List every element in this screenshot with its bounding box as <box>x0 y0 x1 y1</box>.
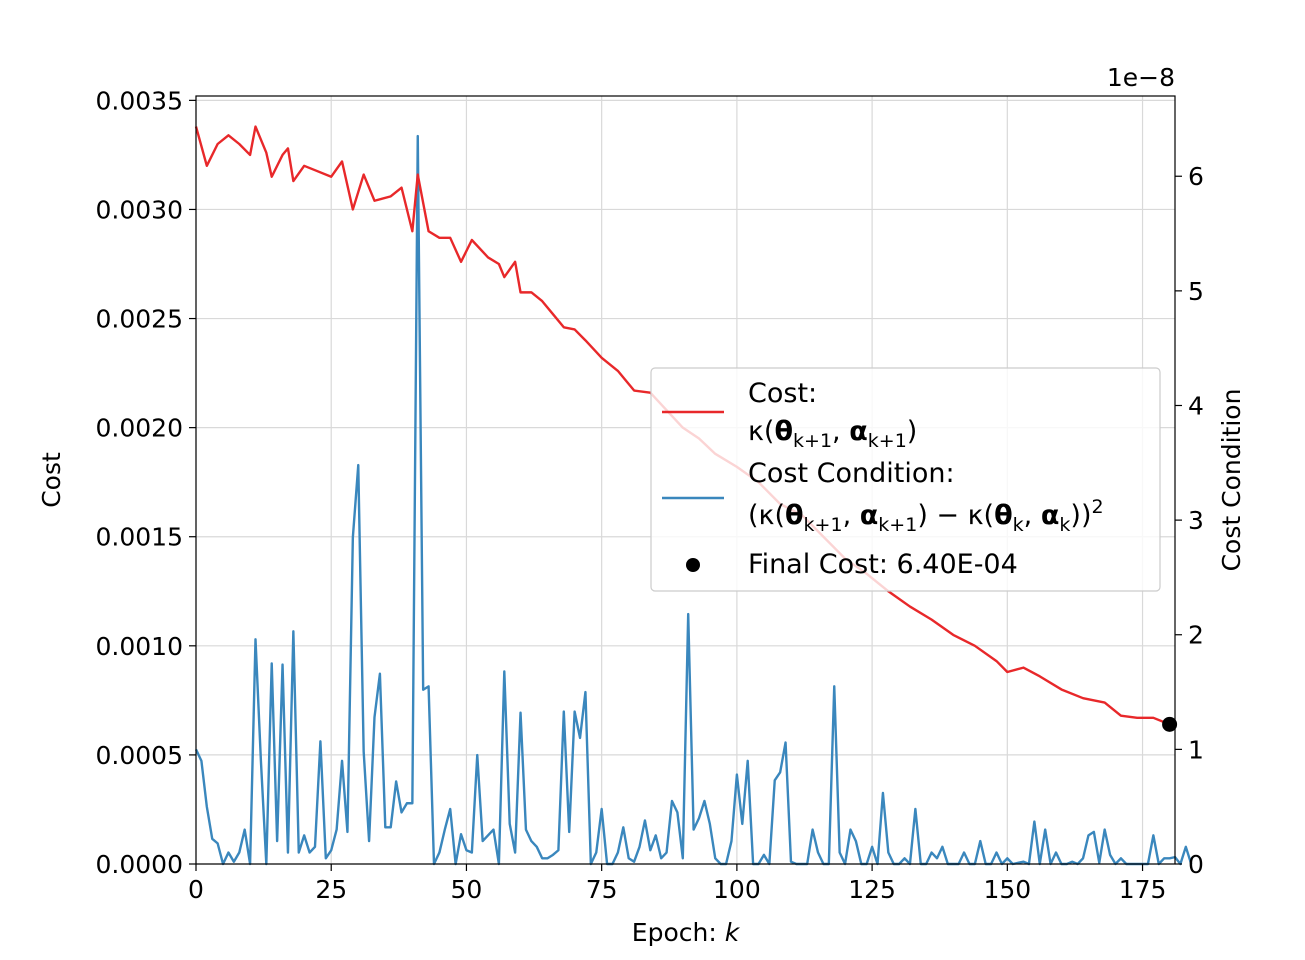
x-tick-label: 25 <box>315 875 347 904</box>
series-layer <box>194 125 1193 866</box>
legend: Cost: κ(θk+1, αk+1) Cost Condition: (κ(θ… <box>650 367 1161 592</box>
legend-final-marker <box>686 558 700 572</box>
legend-condition-title: Cost Condition: <box>748 458 955 489</box>
y2-tick-label: 6 <box>1188 162 1204 191</box>
x-tick-label: 100 <box>713 875 761 904</box>
y-tick-label: 0.0000 <box>96 850 183 879</box>
legend-box <box>650 367 1161 592</box>
y-tick-label: 0.0025 <box>96 305 183 334</box>
y2-tick-label: 1 <box>1188 735 1204 764</box>
y2-tick-label: 5 <box>1188 277 1204 306</box>
y-tick-label: 0.0015 <box>96 523 183 552</box>
x-tick-label: 175 <box>1119 875 1167 904</box>
plot-frame <box>195 95 1176 865</box>
y2-tick-label: 3 <box>1188 506 1204 535</box>
cost-line <box>194 125 1171 726</box>
y-tick-label: 0.0030 <box>96 195 183 224</box>
x-tick-label: 0 <box>188 875 204 904</box>
y-tick-label: 0.0005 <box>96 741 183 770</box>
y-tick-label: 0.0010 <box>96 632 183 661</box>
y-axis-label: Cost <box>37 452 66 508</box>
y2-axis-ticks: 0 1 2 3 4 5 6 <box>1175 162 1204 879</box>
y-tick-label: 0.0035 <box>96 86 183 115</box>
y-axis-ticks: 0.0000 0.0005 0.0010 0.0015 0.0020 0.0025 0.00… <box>96 86 196 879</box>
legend-cost-formula: κ(θk+1, αk+1) <box>748 416 917 452</box>
x-tick-label: 125 <box>848 875 896 904</box>
y-tick-label: 0.0020 <box>96 414 183 443</box>
y2-axis-label: Cost Condition <box>1217 389 1246 572</box>
y2-tick-label: 2 <box>1188 621 1204 650</box>
legend-condition-formula: (κ(θk+1, αk+1) − κ(θk, αk))2 <box>748 496 1104 536</box>
y2-offset-text: 1e−8 <box>1107 63 1175 92</box>
x-tick-label: 150 <box>983 875 1031 904</box>
cost-condition-line <box>194 134 1193 866</box>
legend-final-label: Final Cost: 6.40E-04 <box>748 549 1018 580</box>
x-tick-label: 50 <box>451 875 483 904</box>
final-cost-marker <box>1162 716 1178 732</box>
y2-tick-label: 0 <box>1188 850 1204 879</box>
x-tick-label: 75 <box>586 875 618 904</box>
x-axis-ticks: 0 25 50 75 100 125 150 175 <box>188 864 1166 904</box>
x-axis-label: Epoch: k <box>632 918 741 947</box>
legend-cost-title: Cost: <box>748 378 817 409</box>
y2-tick-label: 4 <box>1188 391 1204 420</box>
